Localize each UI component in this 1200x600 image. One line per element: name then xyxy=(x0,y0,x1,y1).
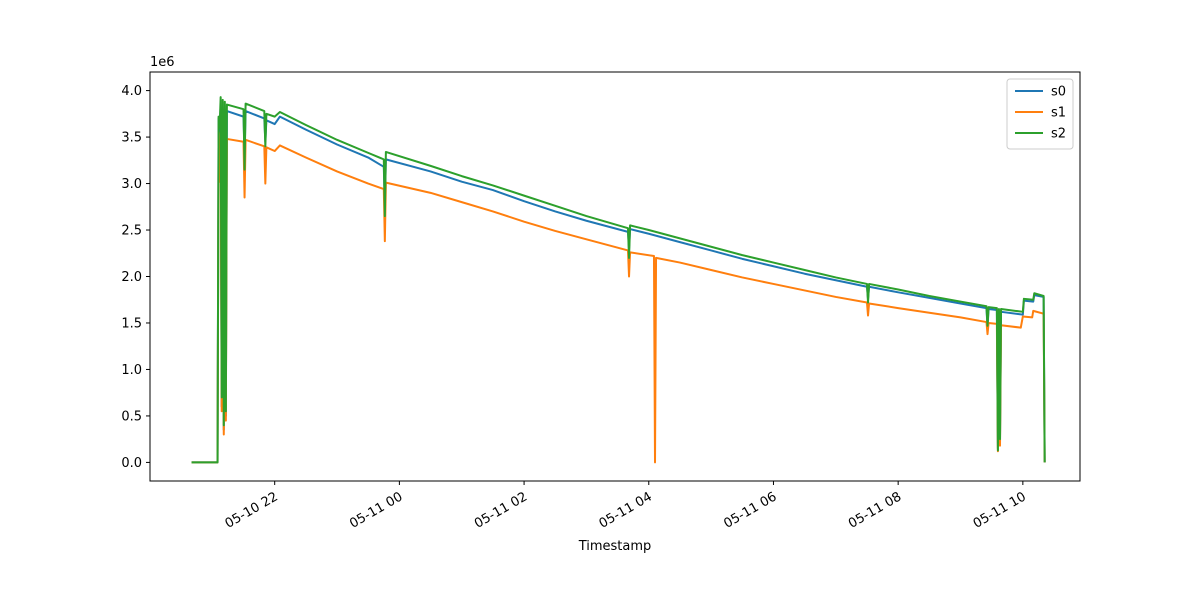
y-tick-label: 1.5 xyxy=(121,316,142,331)
y-axis-scale-label: 1e6 xyxy=(150,55,175,70)
y-tick-label: 3.0 xyxy=(121,177,142,192)
legend-box xyxy=(1006,78,1074,150)
legend-label-s1: s1 xyxy=(1051,106,1066,121)
y-tick-label: 1.0 xyxy=(121,363,142,378)
y-axis: 0.0 0.5 1.0 1.5 2.0 2.5 3.0 3.5 4.0 xyxy=(121,84,150,471)
legend-label-s2: s2 xyxy=(1051,127,1066,142)
x-axis-title: Timestamp xyxy=(578,539,652,554)
y-tick-label: 2.5 xyxy=(121,224,142,239)
y-tick-label: 0.5 xyxy=(121,409,142,424)
series-layer xyxy=(191,96,1046,464)
y-tick-label: 3.5 xyxy=(121,131,142,146)
y-tick-label: 4.0 xyxy=(121,84,142,99)
legend-label-s0: s0 xyxy=(1051,85,1066,100)
legend: s0 s1 s2 xyxy=(1006,78,1074,150)
y-tick-label: 0.0 xyxy=(121,456,142,471)
y-tick-label: 2.0 xyxy=(121,270,142,285)
series-line-s2 xyxy=(191,96,1046,464)
